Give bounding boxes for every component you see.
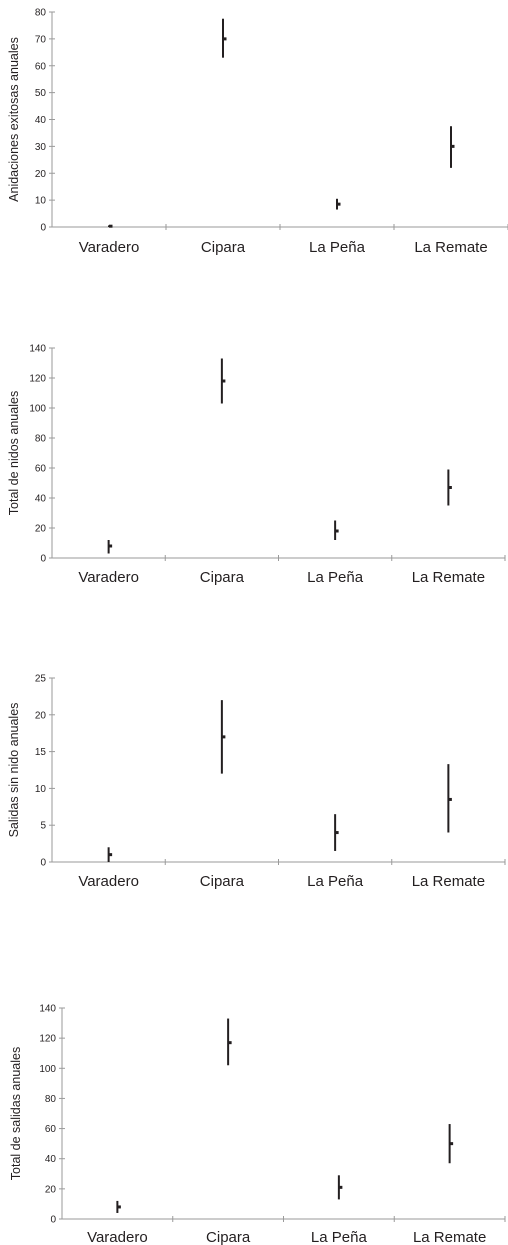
y-tick-label: 25 (35, 674, 47, 685)
mean-marker (108, 544, 113, 548)
mean-marker (108, 853, 113, 857)
chart-panel-3: 0 5 10 15 20 25 Salidas sin nido anuales Varade… (7, 674, 506, 890)
mean-marker (117, 1205, 121, 1209)
category-label: Cipara (200, 873, 245, 890)
mean-marker (449, 1142, 454, 1146)
category-label: La Peña (309, 239, 366, 256)
y-tick-label: 20 (35, 710, 47, 721)
y-tick-label: 60 (45, 1124, 57, 1135)
category-label: Cipara (200, 569, 245, 586)
y-tick-label: 140 (39, 1004, 56, 1015)
y-tick-label: 0 (40, 223, 46, 234)
y-tick-label: 0 (40, 858, 46, 869)
category-label: La Remate (412, 873, 485, 890)
category-label: La Remate (412, 569, 485, 586)
category-label: Cipara (201, 239, 246, 256)
y-tick-label: 10 (35, 784, 47, 795)
mean-marker (337, 202, 341, 206)
mean-marker (223, 37, 227, 41)
category-label: La Remate (414, 239, 487, 256)
y-tick-label: 0 (40, 554, 46, 565)
y-tick-label: 20 (35, 524, 47, 535)
y-axis-title: Total de nidos anuales (7, 391, 21, 515)
y-tick-label: 5 (40, 821, 46, 832)
chart-panel-4: 0 20 40 60 80 100 120 140 Total de salidas anual… (9, 1004, 506, 1245)
mean-marker (221, 735, 226, 739)
y-axis-title: Salidas sin nido anuales (7, 703, 21, 838)
y-tick-label: 70 (35, 34, 47, 45)
category-label: La Peña (307, 569, 364, 586)
y-tick-label: 30 (35, 142, 47, 153)
y-tick-label: 10 (35, 196, 47, 207)
mean-marker (448, 486, 452, 489)
mean-marker (109, 224, 113, 228)
y-tick-label: 40 (45, 1154, 57, 1165)
y-tick-label: 120 (39, 1034, 56, 1045)
category-label: Varadero (87, 1229, 148, 1245)
y-tick-label: 120 (29, 374, 46, 385)
y-tick-label: 100 (39, 1064, 56, 1075)
y-tick-label: 80 (45, 1094, 57, 1105)
y-tick-label: 40 (35, 115, 47, 126)
chart-panel-2: 0 20 40 60 80 100 120 140 Total de nidos anuales… (7, 344, 506, 586)
chart-panel-1: 0 10 20 30 40 50 60 70 80 Anidaciones exitosas an… (7, 8, 508, 256)
mean-marker (448, 797, 452, 801)
category-label: La Peña (307, 873, 364, 890)
y-tick-label: 20 (35, 169, 47, 180)
y-tick-label: 100 (29, 404, 46, 415)
mean-marker (451, 144, 455, 148)
y-tick-label: 60 (35, 61, 47, 72)
y-axis-title: Anidaciones exitosas anuales (7, 37, 21, 202)
y-tick-label: 0 (50, 1215, 56, 1226)
mean-marker (335, 831, 339, 835)
y-tick-label: 140 (29, 344, 46, 355)
y-axis-title: Total de salidas anuales (9, 1047, 23, 1180)
y-tick-label: 50 (35, 88, 47, 99)
y-tick-label: 40 (35, 494, 47, 505)
category-label: Varadero (79, 239, 140, 256)
y-tick-label: 20 (45, 1184, 57, 1195)
y-tick-label: 80 (35, 434, 47, 445)
category-label: Varadero (78, 569, 139, 586)
category-label: Cipara (206, 1229, 251, 1245)
category-label: La Remate (413, 1229, 486, 1245)
mean-marker (221, 379, 226, 383)
category-label: Varadero (78, 873, 139, 890)
mean-marker (338, 1185, 343, 1189)
category-label: La Peña (311, 1229, 368, 1245)
y-tick-label: 15 (35, 747, 47, 758)
mean-marker (228, 1041, 232, 1045)
mean-marker (335, 529, 339, 533)
y-tick-label: 80 (35, 8, 47, 19)
y-tick-label: 60 (35, 464, 47, 475)
